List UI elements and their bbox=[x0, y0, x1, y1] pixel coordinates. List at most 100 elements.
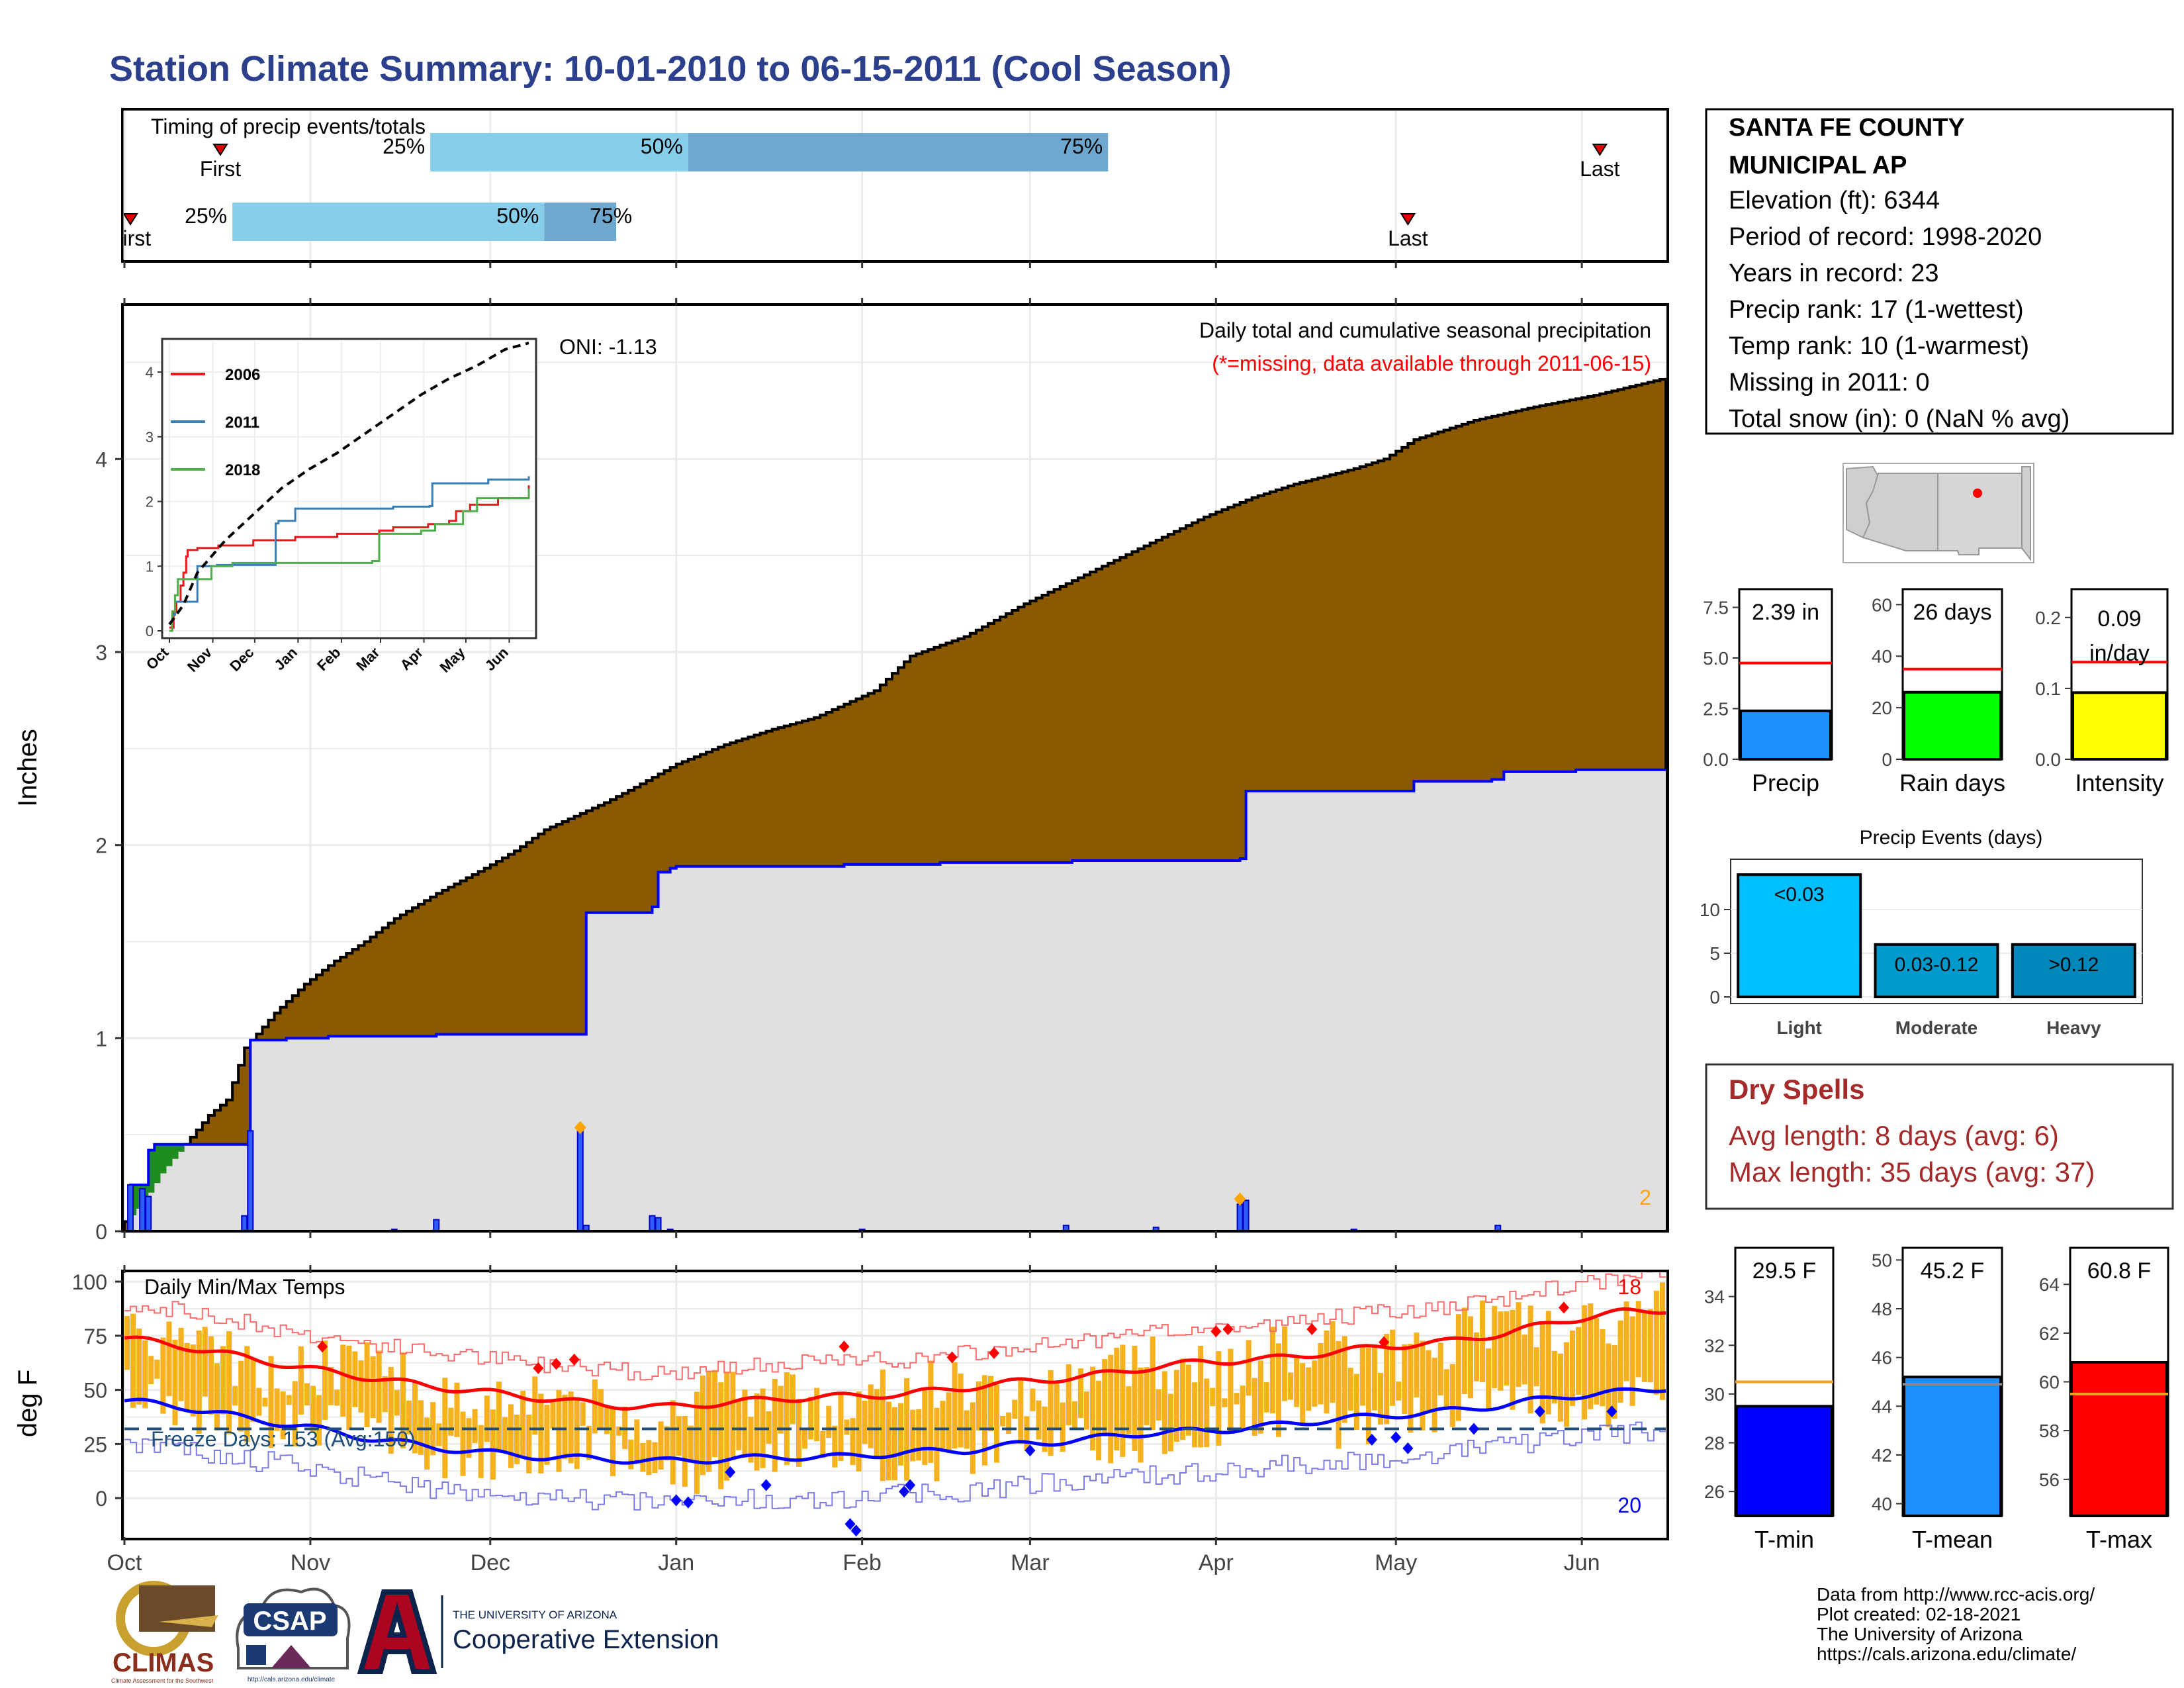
map-region-nm bbox=[1937, 473, 2023, 555]
precip-y-tick-label: 3 bbox=[95, 641, 107, 665]
temp-day-bar bbox=[1036, 1400, 1042, 1440]
events-category-label: Heavy bbox=[2046, 1017, 2101, 1038]
temp-day-bar bbox=[1420, 1340, 1426, 1430]
station-location-dot bbox=[1973, 489, 1982, 498]
temp-day-bar bbox=[646, 1440, 652, 1476]
temp-day-bar bbox=[1263, 1382, 1269, 1413]
temp-day-bar bbox=[610, 1406, 616, 1476]
record-low-marker bbox=[1534, 1405, 1545, 1418]
temp-day-bar bbox=[1402, 1344, 1408, 1414]
daily-precip-bar bbox=[127, 1184, 134, 1232]
temp-day-bar bbox=[538, 1393, 544, 1474]
temp-day-bar bbox=[370, 1356, 376, 1419]
temp-small-t-min: 26 28 30 32 34 29.5 F T-min bbox=[1704, 1246, 1835, 1553]
temp-day-bar bbox=[1563, 1342, 1570, 1427]
inset-line-avg bbox=[168, 342, 529, 626]
temp-day-bar bbox=[274, 1388, 280, 1431]
temp-day-bar bbox=[406, 1400, 412, 1434]
timing-first-label: First bbox=[200, 157, 241, 181]
inset-legend-label: 2006 bbox=[225, 366, 260, 384]
temp-day-bar bbox=[1090, 1366, 1096, 1451]
temp-header: Daily Min/Max Temps bbox=[144, 1275, 345, 1299]
temp-day-bar bbox=[1144, 1367, 1150, 1426]
temp-day-bar bbox=[226, 1331, 232, 1434]
temp-day-bar bbox=[604, 1407, 610, 1434]
temp-day-bar bbox=[334, 1389, 340, 1406]
temp-day-bar bbox=[1606, 1343, 1612, 1428]
temp-day-bar bbox=[1257, 1360, 1263, 1434]
temp-day-bar bbox=[1347, 1368, 1353, 1411]
temp-small-t-max: 56 58 60 62 64 60.8 F T-max bbox=[2039, 1246, 2169, 1553]
temp-day-bar bbox=[394, 1389, 400, 1416]
temp-day-bar bbox=[1006, 1412, 1012, 1434]
temp-day-bar bbox=[328, 1366, 334, 1405]
temp-day-bar bbox=[1210, 1387, 1216, 1407]
temp-day-bar bbox=[1365, 1347, 1371, 1444]
temp-day-bar bbox=[1192, 1382, 1198, 1448]
timing-q50-label: 50% bbox=[496, 204, 539, 228]
temp-day-bar bbox=[526, 1415, 532, 1474]
temp-day-bar bbox=[232, 1385, 238, 1406]
precip-y-tick-label: 1 bbox=[95, 1027, 107, 1051]
temp-day-bar bbox=[592, 1379, 598, 1434]
timing-q25-label: 25% bbox=[383, 134, 425, 158]
inset-y-tick-label: 1 bbox=[146, 558, 154, 575]
temp-day-bar bbox=[790, 1374, 796, 1425]
avg-max-line bbox=[124, 1307, 1666, 1411]
temp-day-bar bbox=[814, 1387, 820, 1442]
timing-first-label: First bbox=[110, 226, 151, 250]
station-lines: Elevation (ft): 6344 Period of record: 19… bbox=[1729, 187, 2070, 433]
temp-day-bar bbox=[1653, 1290, 1659, 1395]
temp-day-bar bbox=[1449, 1364, 1455, 1427]
temp-day-bar bbox=[1030, 1388, 1036, 1411]
temp-day-bar bbox=[766, 1411, 772, 1444]
precip-small-y-tick-label: 0 bbox=[1882, 749, 1892, 770]
temp-day-bar bbox=[1480, 1300, 1486, 1383]
temp-day-bar bbox=[1269, 1327, 1275, 1414]
precip-small-value-text: 0.09 bbox=[2097, 606, 2141, 632]
temp-day-bar bbox=[154, 1359, 160, 1379]
temp-day-bar bbox=[550, 1399, 556, 1429]
temp-day-bar bbox=[136, 1329, 142, 1405]
temp-day-bar bbox=[448, 1407, 454, 1436]
temp-day-bar bbox=[940, 1401, 946, 1449]
station-line: Period of record: 1998-2020 bbox=[1729, 223, 2042, 251]
events-bar-moderate bbox=[1874, 943, 1999, 999]
temp-day-bar bbox=[718, 1382, 724, 1489]
record-low-marker bbox=[899, 1485, 910, 1498]
temp-avg-lines bbox=[124, 1307, 1666, 1465]
temp-day-bar bbox=[958, 1373, 964, 1448]
temp-day-bar bbox=[1629, 1316, 1635, 1406]
temp-day-bar bbox=[1048, 1370, 1054, 1456]
precip-ylabel: Inches bbox=[13, 729, 42, 807]
temp-day-bar bbox=[1635, 1301, 1641, 1378]
temp-day-bar bbox=[1396, 1382, 1402, 1401]
temp-day-bar bbox=[382, 1376, 388, 1413]
temp-day-bar bbox=[1342, 1336, 1347, 1423]
temp-day-bar bbox=[1390, 1329, 1396, 1406]
above-avg-area bbox=[130, 1040, 257, 1215]
temp-day-bar bbox=[664, 1426, 670, 1461]
temp-day-bar bbox=[124, 1316, 130, 1370]
temp-small-y-tick-label: 56 bbox=[2039, 1470, 2060, 1490]
precip-frame bbox=[121, 303, 1669, 1233]
inset-y-tick-label: 2 bbox=[146, 494, 154, 510]
station-name-1: SANTA FE COUNTY bbox=[1729, 114, 1965, 142]
temp-day-bar bbox=[1251, 1378, 1257, 1436]
precip-header: Daily total and cumulative seasonal prec… bbox=[1199, 318, 1651, 342]
temp-day-bar bbox=[658, 1421, 664, 1470]
temp-day-bar bbox=[1504, 1311, 1510, 1385]
temp-small-y-tick-label: 48 bbox=[1872, 1299, 1892, 1319]
precip-small-label: Intensity bbox=[2075, 769, 2163, 796]
record-low-marker bbox=[1606, 1405, 1617, 1418]
timing-last-marker bbox=[1400, 213, 1416, 226]
temp-day-bar bbox=[1659, 1282, 1665, 1400]
temp-frame bbox=[121, 1270, 1669, 1540]
temp-day-bar bbox=[868, 1384, 874, 1448]
station-name-2: MUNICIPAL AP bbox=[1729, 152, 1907, 179]
inset-legend-label: 2011 bbox=[225, 414, 259, 432]
record-high-marker bbox=[839, 1340, 850, 1353]
temp-day-bar bbox=[802, 1429, 808, 1449]
temp-day-bar bbox=[1216, 1351, 1222, 1446]
page-title: Station Climate Summary: 10-01-2010 to 0… bbox=[109, 49, 1232, 89]
